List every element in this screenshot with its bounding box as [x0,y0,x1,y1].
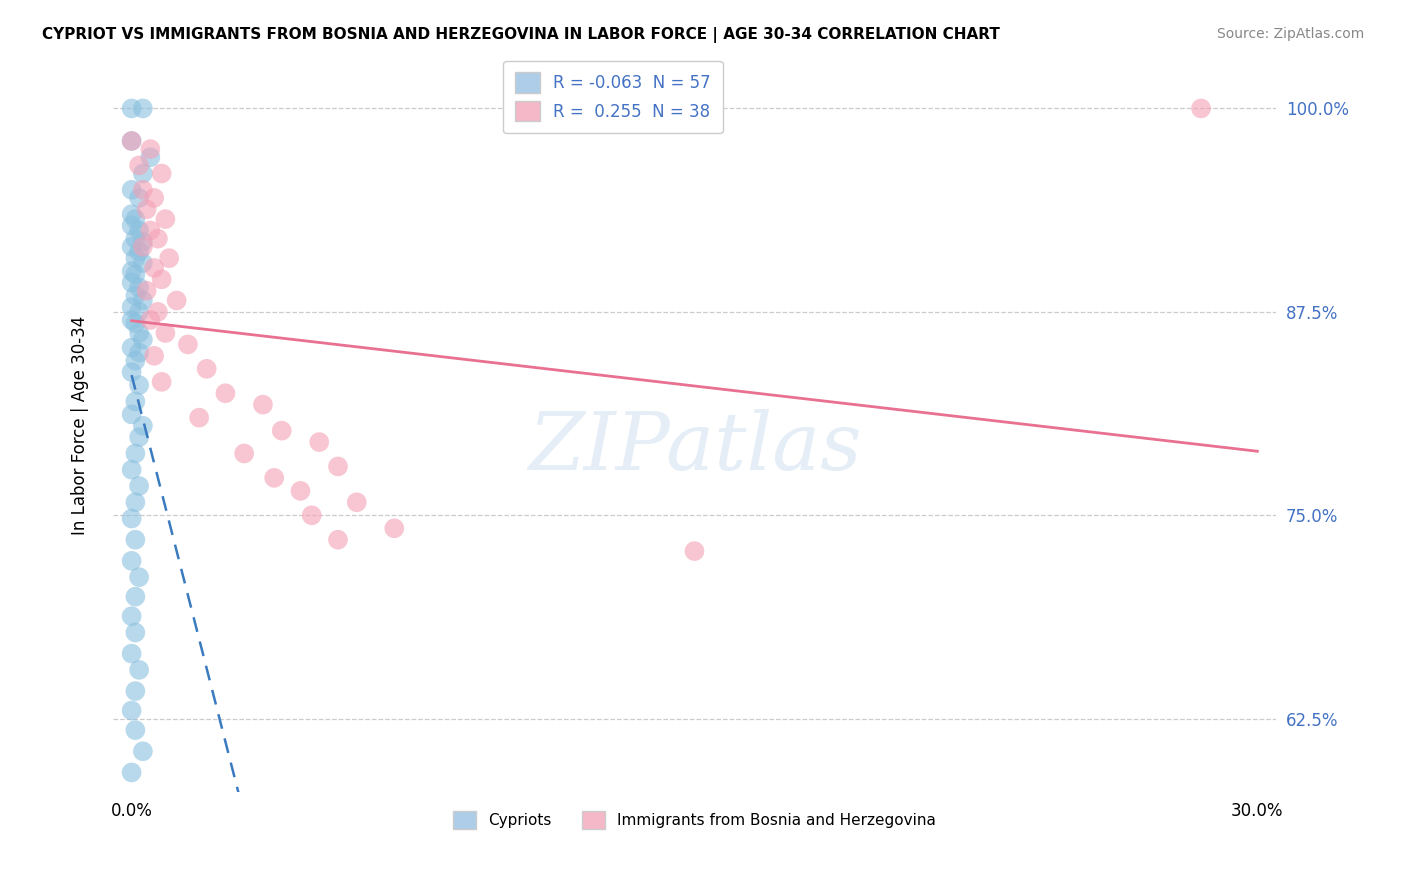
Point [128,663,150,677]
Point [132,418,155,433]
Point [128,305,150,319]
Point [124,495,146,509]
Point [124,625,146,640]
Point [263,471,285,485]
Point [132,256,155,270]
Point [132,102,155,116]
Point [121,134,143,148]
Point [121,408,143,422]
Point [155,326,177,340]
Point [121,300,143,314]
Point [124,446,146,460]
Point [121,341,143,355]
Point [124,723,146,738]
Point [132,167,155,181]
Point [195,361,218,376]
Point [128,479,150,493]
Point [124,212,146,227]
Point [128,158,150,172]
Point [121,554,143,568]
Point [308,435,330,450]
Point [124,316,146,330]
Point [146,232,169,246]
Point [143,260,166,275]
Legend: Cypriots, Immigrants from Bosnia and Herzegovina: Cypriots, Immigrants from Bosnia and Her… [447,805,942,836]
Point [121,219,143,233]
Point [139,313,162,327]
Point [252,398,274,412]
Point [128,430,150,444]
Point [124,394,146,409]
Point [301,508,323,523]
Point [128,345,150,359]
Point [143,191,166,205]
Point [135,284,157,298]
Point [124,288,146,302]
Point [132,744,155,758]
Point [124,684,146,698]
Point [121,704,143,718]
Point [132,240,155,254]
Point [121,365,143,379]
Point [121,276,143,290]
Point [150,167,173,181]
Point [188,410,211,425]
Point [128,570,150,584]
Point [121,765,143,780]
Point [214,386,236,401]
Point [290,483,312,498]
Point [132,333,155,347]
Point [139,223,162,237]
Point [121,240,143,254]
Point [139,142,162,156]
Point [150,272,173,286]
Point [124,232,146,246]
Point [157,251,180,265]
Point [124,353,146,368]
Point [326,533,349,547]
Y-axis label: In Labor Force | Age 30-34: In Labor Force | Age 30-34 [72,316,89,535]
Point [128,191,150,205]
Point [150,375,173,389]
Point [1189,102,1212,116]
Point [146,305,169,319]
Point [121,511,143,525]
Point [121,264,143,278]
Point [121,313,143,327]
Point [121,183,143,197]
Point [128,244,150,259]
Point [128,378,150,392]
Point [683,544,706,558]
Point [143,349,166,363]
Point [177,337,200,351]
Point [132,235,155,249]
Point [128,326,150,340]
Point [121,647,143,661]
Point [132,183,155,197]
Point [155,212,177,227]
Point [121,102,143,116]
Point [121,609,143,624]
Point [124,533,146,547]
Text: Source: ZipAtlas.com: Source: ZipAtlas.com [1216,27,1364,41]
Point [121,207,143,221]
Point [128,223,150,237]
Point [121,134,143,148]
Point [326,459,349,474]
Point [121,463,143,477]
Text: ZIPatlas: ZIPatlas [527,409,862,486]
Point [270,424,292,438]
Point [124,590,146,604]
Text: CYPRIOT VS IMMIGRANTS FROM BOSNIA AND HERZEGOVINA IN LABOR FORCE | AGE 30-34 COR: CYPRIOT VS IMMIGRANTS FROM BOSNIA AND HE… [42,27,1000,43]
Point [233,446,256,460]
Point [128,280,150,294]
Point [132,293,155,308]
Point [166,293,188,308]
Point [382,521,405,535]
Point [346,495,368,509]
Point [124,251,146,265]
Point [124,268,146,282]
Point [135,202,157,217]
Point [139,150,162,164]
